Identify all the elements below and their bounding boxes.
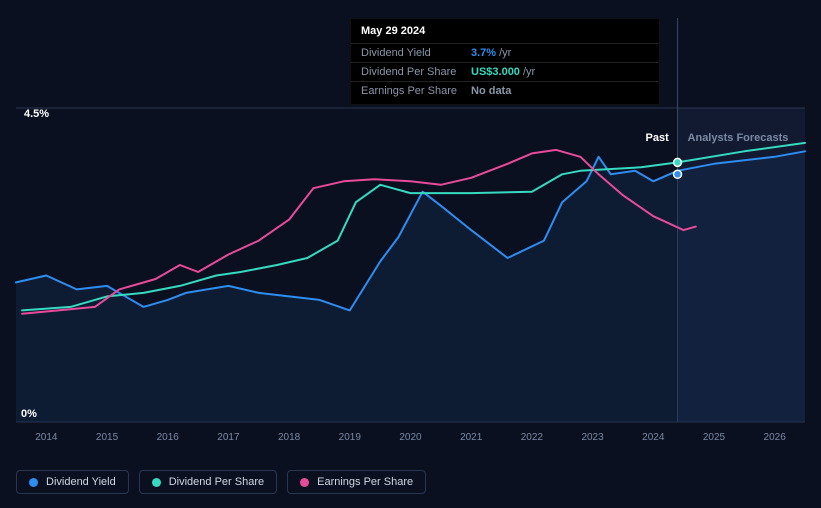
zone-label-past: Past: [646, 132, 669, 144]
tooltip-row: Dividend Per ShareUS$3.000/yr: [351, 63, 659, 82]
dividend-chart: May 29 2024 Dividend Yield3.7%/yrDividen…: [0, 0, 821, 508]
legend-label: Earnings Per Share: [317, 476, 413, 488]
y-axis-label: 4.5%: [24, 108, 49, 120]
legend-item[interactable]: Earnings Per Share: [287, 470, 426, 494]
legend-dot-icon: [29, 478, 38, 487]
legend-label: Dividend Yield: [46, 476, 116, 488]
tooltip-key: Dividend Yield: [361, 47, 471, 59]
tooltip-key: Dividend Per Share: [361, 66, 471, 78]
legend-item[interactable]: Dividend Per Share: [139, 470, 277, 494]
y-axis-label: 0%: [21, 408, 37, 420]
tooltip-row: Earnings Per ShareNo data: [351, 82, 659, 100]
legend-item[interactable]: Dividend Yield: [16, 470, 129, 494]
x-axis-tick: 2015: [96, 432, 118, 443]
chart-tooltip: May 29 2024 Dividend Yield3.7%/yrDividen…: [350, 18, 660, 105]
x-axis-tick: 2026: [764, 432, 786, 443]
tooltip-value: US$3.000/yr: [471, 66, 535, 78]
x-axis-tick: 2022: [521, 432, 543, 443]
legend-dot-icon: [152, 478, 161, 487]
x-axis-tick: 2025: [703, 432, 725, 443]
legend-dot-icon: [300, 478, 309, 487]
x-axis-tick: 2020: [399, 432, 421, 443]
tooltip-date: May 29 2024: [351, 25, 659, 44]
x-axis-tick: 2021: [460, 432, 482, 443]
tooltip-value: No data: [471, 85, 511, 97]
x-axis-tick: 2024: [642, 432, 664, 443]
x-axis-tick: 2019: [339, 432, 361, 443]
x-axis-tick: 2018: [278, 432, 300, 443]
x-axis-tick: 2014: [35, 432, 57, 443]
tooltip-value: 3.7%/yr: [471, 47, 511, 59]
x-axis-tick: 2017: [217, 432, 239, 443]
zone-label-forecast: Analysts Forecasts: [688, 132, 789, 144]
chart-legend: Dividend Yield Dividend Per Share Earnings…: [16, 470, 426, 494]
tooltip-row: Dividend Yield3.7%/yr: [351, 44, 659, 63]
tooltip-key: Earnings Per Share: [361, 85, 471, 97]
x-axis-tick: 2016: [157, 432, 179, 443]
legend-label: Dividend Per Share: [169, 476, 264, 488]
x-axis-tick: 2023: [581, 432, 603, 443]
